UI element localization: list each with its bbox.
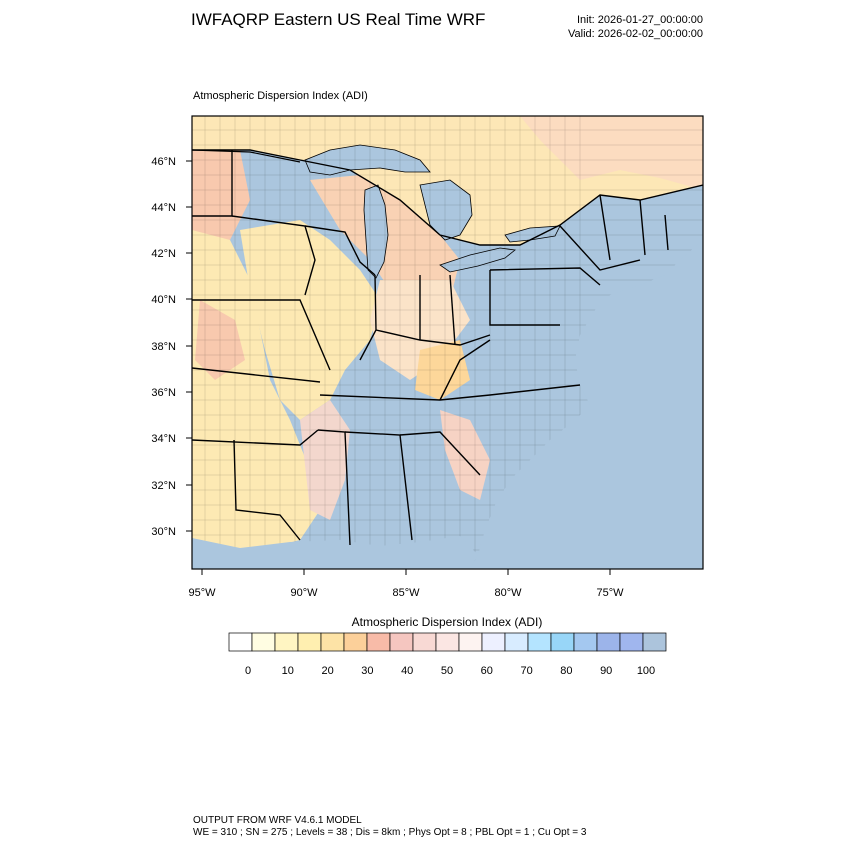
color-bar-tick-label: 40 — [401, 665, 413, 677]
region-plains-patch — [195, 300, 245, 380]
lon-label: 85°W — [392, 587, 420, 599]
color-bar-box — [274, 632, 299, 652]
color-bar-box — [550, 632, 575, 652]
color-bar-box — [573, 632, 598, 652]
region-delta — [300, 400, 350, 520]
map-panel — [192, 116, 703, 569]
region-georgia-patch — [440, 410, 490, 500]
model-line-2: WE = 310 ; SN = 275 ; Levels = 38 ; Dis … — [193, 827, 587, 838]
color-bar — [228, 632, 667, 652]
color-bar-box — [320, 632, 345, 652]
map-frame — [191, 115, 704, 570]
lake-ontario — [504, 225, 561, 243]
color-bar-box — [527, 632, 552, 652]
lat-label: 42°N — [151, 248, 176, 260]
lat-label: 44°N — [151, 202, 176, 214]
model-line-1: OUTPUT FROM WRF V4.6.1 MODEL — [193, 815, 362, 826]
gulf-of-mexico — [192, 536, 478, 569]
map-field-label: Atmospheric Dispersion Index (ADI) — [193, 90, 368, 102]
page-title: IWFAQRP Eastern US Real Time WRF — [191, 10, 486, 29]
region-canada-east — [520, 116, 703, 190]
region-west-plains — [192, 220, 320, 569]
color-bar-tick-label: 80 — [560, 665, 572, 677]
lat-label: 46°N — [151, 156, 176, 168]
model-info: OUTPUT FROM WRF V4.6.1 MODEL WE = 310 ; … — [193, 815, 586, 839]
color-bar-box — [642, 632, 667, 652]
county-boundaries — [192, 116, 703, 569]
time-info: Init: 2026-01-27_00:00:00 Valid: 2026-02… — [568, 13, 703, 41]
color-bar-tick-label: 100 — [637, 665, 655, 677]
color-bar-box — [435, 632, 460, 652]
color-bar-box — [228, 632, 253, 652]
lake-erie — [439, 247, 516, 273]
color-bar-box — [366, 632, 391, 652]
lat-label: 30°N — [151, 526, 176, 538]
color-bar-box — [504, 632, 529, 652]
lon-label: 90°W — [290, 587, 318, 599]
color-bar-box — [481, 632, 506, 652]
color-bar-tick-label: 90 — [600, 665, 612, 677]
border-line — [192, 149, 301, 163]
region-midwest — [240, 220, 380, 420]
valid-time: Valid: 2026-02-02_00:00:00 — [568, 28, 703, 40]
color-bar-box — [251, 632, 276, 652]
color-bar-tick-label: 0 — [245, 665, 251, 677]
color-bar-tick-label: 70 — [520, 665, 532, 677]
color-bar-box — [412, 632, 437, 652]
lat-label: 40°N — [151, 294, 176, 306]
color-bar-box — [596, 632, 621, 652]
lon-label: 95°W — [188, 587, 216, 599]
color-bar-tick-label: 30 — [361, 665, 373, 677]
color-bar-box — [458, 632, 483, 652]
color-bar-box — [389, 632, 414, 652]
color-bar-box — [297, 632, 322, 652]
region-northern-plains — [192, 150, 250, 240]
color-bar-tick-label: 10 — [282, 665, 294, 677]
lon-label: 80°W — [494, 587, 522, 599]
color-bar-tick-label: 60 — [481, 665, 493, 677]
color-bar-box — [343, 632, 368, 652]
lon-axis: 95°W 90°W 85°W 80°W 75°W — [188, 569, 624, 599]
state-boundaries — [192, 149, 703, 546]
color-bar-box — [619, 632, 644, 652]
color-bar-ticks: 0 10 20 30 40 50 60 70 80 90 100 — [245, 665, 655, 677]
color-bar-tick-label: 50 — [441, 665, 453, 677]
lat-label: 34°N — [151, 433, 176, 445]
lake-michigan — [363, 184, 389, 279]
lat-axis: 46°N 44°N 42°N 40°N 38°N 36°N 34°N 32°N … — [151, 156, 192, 538]
lat-label: 32°N — [151, 480, 176, 492]
init-time: Init: 2026-01-27_00:00:00 — [577, 14, 703, 26]
lat-label: 38°N — [151, 341, 176, 353]
lake-huron — [419, 179, 473, 241]
lat-label: 36°N — [151, 387, 176, 399]
atlantic-ocean — [470, 240, 703, 569]
color-bar-tick-label: 20 — [321, 665, 333, 677]
legend-title: Atmospheric Dispersion Index (ADI) — [352, 615, 543, 629]
region-kentucky-patch — [415, 340, 470, 400]
lon-label: 75°W — [596, 587, 624, 599]
